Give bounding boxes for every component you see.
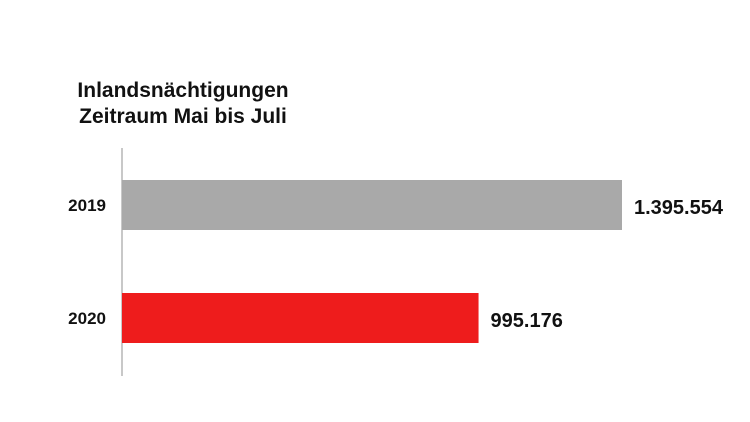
- chart-title: Inlandsnächtigungen: [77, 79, 289, 102]
- chart-title-block: Inlandsnächtigungen Zeitraum Mai bis Jul…: [0, 78, 366, 130]
- bar-2020: [122, 293, 479, 343]
- category-label-2019: 2019: [68, 196, 106, 215]
- value-label-2019: 1.395.554: [634, 197, 724, 219]
- category-label-2020: 2020: [68, 309, 106, 328]
- value-label-2020: 995.176: [491, 310, 563, 332]
- chart-subtitle: Zeitraum Mai bis Juli: [79, 105, 287, 128]
- bar-2019: [122, 180, 622, 230]
